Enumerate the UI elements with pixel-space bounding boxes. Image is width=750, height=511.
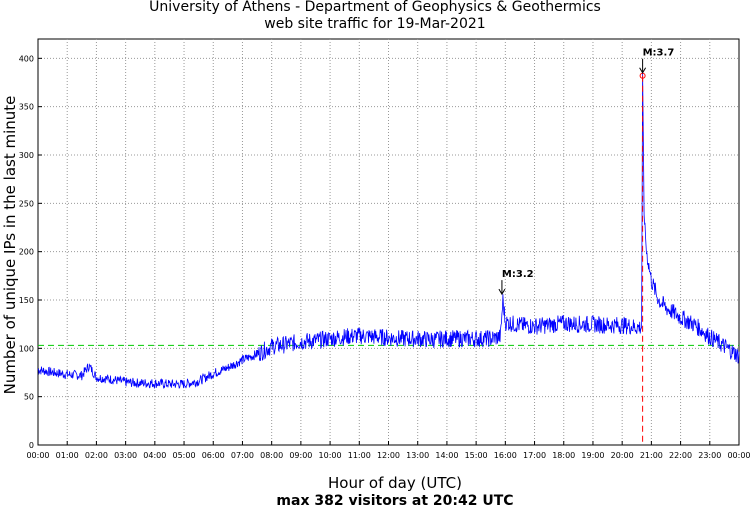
x-tick-label: 00:00	[26, 451, 49, 460]
annotation-arrowhead	[498, 288, 506, 296]
y-tick-label: 0	[29, 441, 34, 450]
chart-subtitle: web site traffic for 19-Mar-2021	[264, 16, 486, 32]
x-tick-label: 21:00	[640, 451, 663, 460]
plot-frame	[37, 38, 740, 446]
y-tick-label: 50	[24, 393, 34, 402]
x-tick-label: 12:00	[377, 451, 400, 460]
x-tick-label: 07:00	[231, 451, 254, 460]
y-tick-label: 250	[19, 199, 34, 208]
x-tick-label: 19:00	[581, 451, 604, 460]
y-axis-label: Number of unique IPs in the last minute	[1, 95, 19, 395]
x-tick-label: 04:00	[143, 451, 166, 460]
x-axis-label: Hour of day (UTC)	[328, 474, 462, 492]
x-tick-label: 09:00	[289, 451, 312, 460]
max-visitors-footer: max 382 visitors at 20:42 UTC	[276, 493, 514, 509]
y-tick-label: 150	[19, 296, 34, 305]
x-tick-label: 16:00	[494, 451, 517, 460]
x-tick-label: 05:00	[173, 451, 196, 460]
x-tick-label: 11:00	[348, 451, 371, 460]
x-tick-label: 23:00	[698, 451, 721, 460]
x-tick-label: 01:00	[56, 451, 79, 460]
earthquake-annotation: M:3.7	[643, 48, 675, 59]
x-tick-label: 22:00	[669, 451, 692, 460]
y-tick-label: 200	[19, 248, 34, 257]
x-tick-label: 00:00	[727, 451, 750, 460]
y-tick-label: 100	[19, 344, 34, 353]
x-tick-label: 02:00	[85, 451, 108, 460]
x-tick-label: 06:00	[202, 451, 225, 460]
annotation-arrowhead	[639, 67, 647, 74]
x-tick-label: 18:00	[552, 451, 575, 460]
x-tick-label: 10:00	[319, 451, 342, 460]
traffic-series-line	[37, 71, 740, 390]
earthquake-annotation: M:3.2	[502, 269, 534, 280]
x-tick-label: 13:00	[406, 451, 429, 460]
x-tick-label: 08:00	[260, 451, 283, 460]
x-tick-label: 15:00	[465, 451, 488, 460]
y-tick-label: 300	[19, 151, 34, 160]
x-tick-label: 03:00	[114, 451, 137, 460]
x-tick-label: 17:00	[523, 451, 546, 460]
x-tick-label: 14:00	[435, 451, 458, 460]
y-tick-label: 350	[19, 103, 34, 112]
x-tick-label: 20:00	[611, 451, 634, 460]
chart-title: University of Athens - Department of Geo…	[149, 0, 601, 15]
y-tick-label: 400	[19, 54, 34, 63]
